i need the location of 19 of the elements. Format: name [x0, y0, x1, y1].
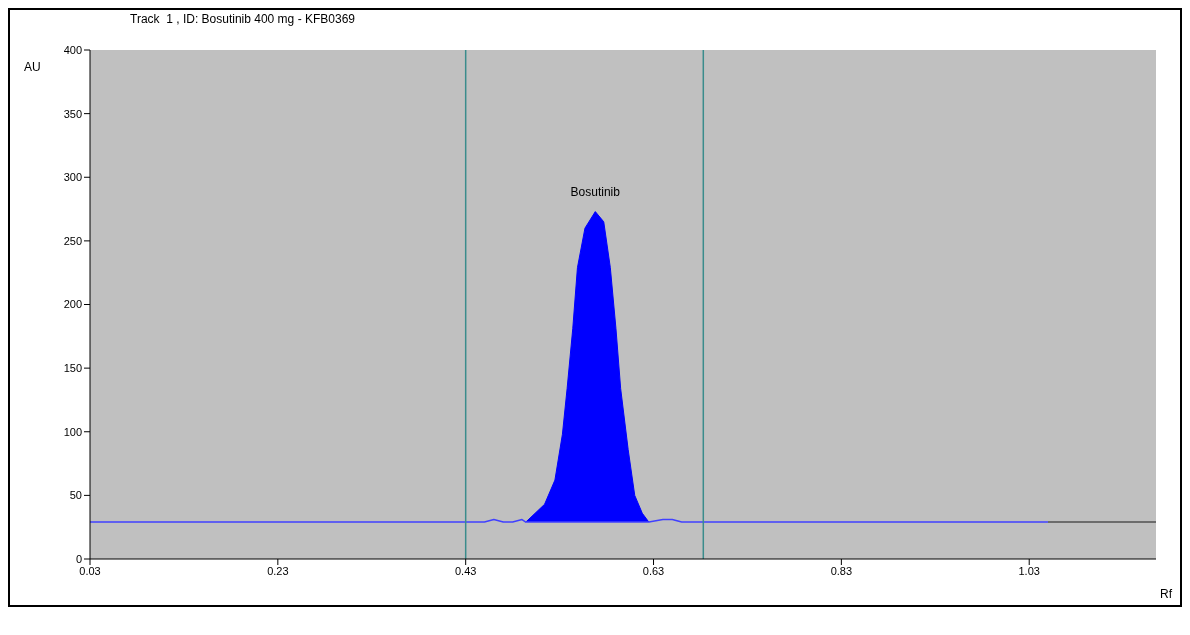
x-tick-label: 0.03 — [79, 564, 101, 577]
y-axis-title: AU — [24, 60, 41, 74]
y-tick-label: 0 — [75, 552, 82, 565]
y-tick-label: 350 — [63, 107, 82, 120]
annotation: Bosutinib — [570, 184, 621, 199]
x-tick-label: 0.83 — [830, 564, 853, 577]
y-tick-label: 50 — [69, 489, 82, 502]
chart-title: Track 1 , ID: Bosutinib 400 mg - KFB0369 — [130, 12, 355, 26]
y-tick-label: 100 — [63, 425, 82, 438]
y-tick-label: 400 — [63, 43, 82, 56]
x-tick-label: 0.43 — [454, 564, 477, 577]
x-tick-label: 1.03 — [1018, 564, 1040, 577]
y-tick-label: 200 — [63, 298, 82, 311]
x-axis-title: Rf — [1160, 587, 1172, 601]
y-tick-label: 150 — [63, 362, 82, 375]
y-tick-label: 250 — [63, 234, 82, 247]
x-tick-label: 0.63 — [642, 564, 665, 577]
x-tick-label: 0.23 — [267, 564, 289, 577]
y-tick-label: 300 — [63, 171, 82, 184]
